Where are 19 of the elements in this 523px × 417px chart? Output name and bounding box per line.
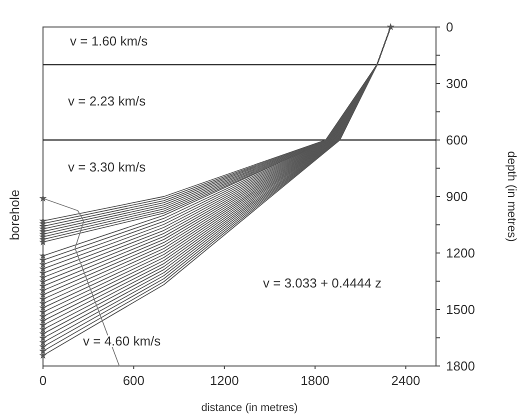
annotation: v = 3.033 + 0.4444 z: [263, 276, 382, 291]
x-tick-label: 0: [39, 373, 47, 388]
y-tick-label: 300: [446, 76, 468, 92]
y-axis-title: depth (in metres): [505, 151, 519, 242]
x-axis-title: distance (in metres): [201, 402, 298, 414]
x-tick-label: 1800: [300, 373, 330, 388]
annotation: v = 1.60 km/s: [70, 34, 148, 49]
y-tick-label: 0: [446, 20, 454, 35]
annotation: v = 3.30 km/s: [68, 160, 146, 175]
annotation: v = 2.23 km/s: [68, 94, 146, 109]
y-tick-label: 1200: [446, 246, 475, 261]
x-tick-label: 1200: [210, 373, 239, 388]
y-tick-label: 600: [446, 132, 468, 148]
y-tick-label: 900: [446, 189, 468, 204]
text: borehole: [7, 190, 22, 240]
y-tick-label: 1500: [446, 302, 475, 318]
x-tick-label: 2400: [391, 373, 420, 388]
y-tick-label: 1800: [446, 358, 475, 374]
x-tick-label: 600: [122, 373, 145, 388]
